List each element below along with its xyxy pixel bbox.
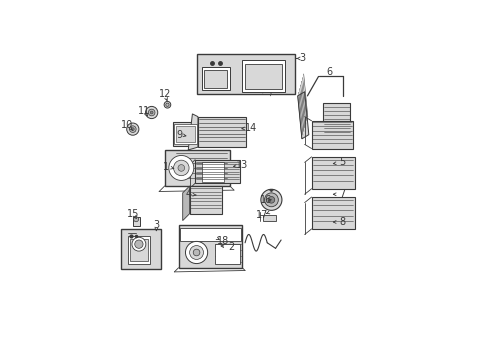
Circle shape [148, 109, 155, 116]
Text: 3: 3 [153, 220, 159, 230]
Bar [180, 228, 241, 242]
Circle shape [264, 193, 278, 207]
Bar [121, 229, 161, 269]
Circle shape [131, 128, 134, 131]
Bar [127, 236, 150, 264]
Bar [129, 239, 147, 261]
Bar [174, 124, 196, 144]
Bar [311, 157, 354, 189]
Text: 3: 3 [298, 53, 305, 63]
Polygon shape [268, 189, 274, 192]
Bar [263, 215, 275, 221]
Text: 11: 11 [138, 106, 150, 116]
Circle shape [145, 107, 158, 118]
Bar [202, 162, 224, 182]
Circle shape [132, 237, 145, 251]
Circle shape [129, 126, 136, 132]
Circle shape [267, 197, 274, 203]
Polygon shape [297, 92, 308, 139]
Text: 5: 5 [338, 157, 345, 167]
Text: 10: 10 [121, 120, 133, 130]
Bar [189, 186, 221, 214]
Bar [244, 64, 282, 89]
Circle shape [165, 103, 169, 107]
Circle shape [133, 217, 138, 222]
Text: 9: 9 [177, 130, 183, 140]
Circle shape [178, 165, 184, 171]
Text: 18: 18 [216, 237, 228, 246]
Text: 2: 2 [227, 242, 234, 252]
Circle shape [189, 246, 203, 260]
Bar [311, 197, 354, 229]
Circle shape [135, 240, 143, 248]
Circle shape [193, 249, 200, 256]
Text: 14: 14 [244, 123, 256, 133]
Text: 12: 12 [158, 90, 170, 99]
Bar [214, 244, 239, 264]
Text: 6: 6 [326, 67, 332, 77]
Text: 1: 1 [163, 162, 169, 172]
Bar [195, 159, 239, 183]
Bar [322, 103, 350, 140]
Bar [175, 126, 195, 141]
Circle shape [168, 156, 193, 180]
Circle shape [173, 160, 189, 176]
Circle shape [150, 111, 153, 114]
Bar [133, 217, 140, 226]
Polygon shape [183, 186, 189, 221]
Circle shape [260, 189, 282, 210]
Circle shape [126, 123, 139, 135]
Text: 16: 16 [259, 195, 271, 205]
Text: 13: 13 [236, 160, 248, 170]
Bar [178, 225, 242, 268]
Text: 8: 8 [338, 217, 345, 227]
Bar [204, 70, 226, 89]
Circle shape [185, 242, 207, 264]
Bar [164, 150, 229, 186]
Circle shape [164, 102, 170, 108]
Bar [173, 122, 198, 146]
Text: 17: 17 [255, 210, 267, 220]
Bar [311, 121, 352, 149]
Text: 7: 7 [338, 189, 345, 199]
Bar [242, 60, 285, 92]
Text: 4: 4 [185, 189, 191, 199]
Bar [196, 54, 294, 94]
Text: 15: 15 [126, 209, 139, 219]
Bar [198, 117, 246, 147]
Polygon shape [188, 114, 198, 150]
Bar [202, 67, 229, 90]
